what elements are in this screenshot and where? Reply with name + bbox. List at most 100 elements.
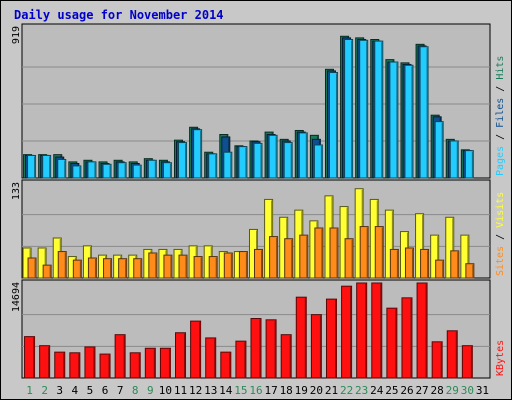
bar-pages-shade (351, 40, 353, 178)
x-tick-label: 29 (446, 384, 459, 397)
bar-pages-shade (456, 141, 459, 178)
bar-pages-shade (426, 47, 429, 178)
bar-kbytes-shade (153, 349, 156, 378)
legend-entry: / (495, 128, 506, 146)
x-tick-label: 23 (355, 384, 368, 397)
bar-kbytes-shade (123, 335, 126, 378)
bar-sites-shade (34, 259, 37, 278)
bar-kbytes-shade (350, 287, 352, 378)
legend-kbytes: KBytes (495, 340, 506, 376)
x-tick-label: 19 (295, 384, 308, 397)
x-tick-label: 20 (310, 384, 323, 397)
bar-sites-shade (245, 252, 248, 278)
bar-sites-shade (427, 250, 429, 278)
bar-visits-shade (467, 236, 469, 278)
bar-sites-shade (94, 259, 97, 278)
bar-pages-shade (124, 163, 127, 178)
bar-pages-shade (200, 130, 202, 178)
bar-kbytes-shade (289, 335, 292, 378)
bar-pages-shade (154, 161, 157, 178)
bar-kbytes-shade (93, 347, 95, 378)
bar-kbytes-shade (229, 353, 231, 378)
bar-kbytes-shade (380, 284, 382, 378)
bar-kbytes-shade (48, 346, 50, 378)
bar-sites-shade (442, 261, 444, 278)
bar-pages-shade (441, 122, 444, 178)
x-tick-label: 27 (415, 384, 428, 397)
legend-entry: Sites (495, 246, 506, 276)
bar-pages-shade (79, 166, 81, 178)
legend-entry: Files (495, 98, 506, 128)
bar-sites-shade (64, 252, 67, 278)
bar-pages-shade (185, 143, 187, 178)
bar-pages-shade (320, 145, 323, 178)
x-tick-label: 16 (249, 384, 262, 397)
bar-pages-shade (411, 66, 413, 178)
x-tick-label: 5 (87, 384, 94, 397)
bar-sites-shade (125, 259, 127, 278)
bar-sites-shade (366, 227, 369, 278)
x-tick-label: 11 (174, 384, 187, 397)
bar-pages-shade (49, 156, 51, 178)
bar-sites-shade (49, 266, 52, 278)
bar-sites-shade (411, 249, 414, 278)
bar-kbytes-shade (199, 322, 201, 378)
bar-kbytes-shade (365, 284, 367, 378)
bar-sites-shade (155, 254, 157, 278)
bar-visits-shade (437, 236, 439, 278)
x-tick-label: 26 (400, 384, 413, 397)
bar-kbytes-shade (334, 300, 337, 378)
chart-title: Daily usage for November 2014 (14, 8, 224, 22)
bar-pages-shade (275, 136, 278, 178)
bar-sites-shade (351, 239, 354, 278)
bar-sites-shade (336, 229, 338, 278)
x-tick-label: 6 (102, 384, 109, 397)
bar-pages-shade (64, 160, 66, 178)
x-tick-label: 31 (476, 384, 489, 397)
x-tick-label: 30 (461, 384, 474, 397)
bar-sites-shade (79, 261, 82, 278)
bar-kbytes-shade (78, 353, 80, 378)
bar-sites-shade (261, 250, 263, 278)
bar-kbytes-shade (259, 319, 261, 378)
bar-kbytes-shade (33, 337, 35, 378)
x-tick-label: 28 (431, 384, 444, 397)
bar-sites-shade (215, 257, 218, 278)
bar-sites-shade (110, 259, 112, 278)
bar-kbytes-shade (425, 284, 428, 378)
bar-sites-shade (291, 239, 293, 278)
x-tick-label: 25 (385, 384, 398, 397)
x-tick-label: 24 (370, 384, 384, 397)
y-max-label: 919 (11, 26, 22, 44)
legend-entry: / (495, 80, 506, 98)
bar-sites-shade (457, 251, 459, 278)
bar-sites-shade (472, 264, 474, 278)
bar-sites-shade (200, 257, 203, 278)
legend-hits-files-pages: Pages / Files / Hits (495, 56, 506, 176)
bar-kbytes-shade (304, 298, 307, 378)
bar-pages-shade (34, 156, 36, 178)
bar-pages-shade (169, 163, 172, 178)
bar-kbytes-shade (410, 298, 412, 378)
bar-sites-shade (276, 237, 278, 278)
bar-kbytes-shade (244, 342, 246, 378)
bar-pages-shade (215, 154, 217, 178)
bar-sites-shade (381, 227, 384, 278)
legend-visits-sites: Sites / Visits (495, 192, 506, 276)
x-tick-label: 22 (340, 384, 353, 397)
legend-entry: Pages (495, 146, 506, 176)
x-tick-label: 18 (280, 384, 293, 397)
bar-pages-shade (260, 144, 262, 178)
x-tick-label: 17 (264, 384, 277, 397)
bar-kbytes-shade (168, 349, 171, 378)
bar-kbytes-shade (319, 315, 322, 378)
x-tick-label: 3 (56, 384, 63, 397)
bar-sites-shade (306, 236, 308, 278)
bar-kbytes-shade (274, 320, 277, 378)
x-tick-label: 8 (132, 384, 139, 397)
bar-kbytes-shade (470, 346, 473, 378)
bar-pages-shade (245, 147, 247, 178)
x-tick-label: 7 (117, 384, 124, 397)
bar-sites-shade (140, 259, 142, 278)
